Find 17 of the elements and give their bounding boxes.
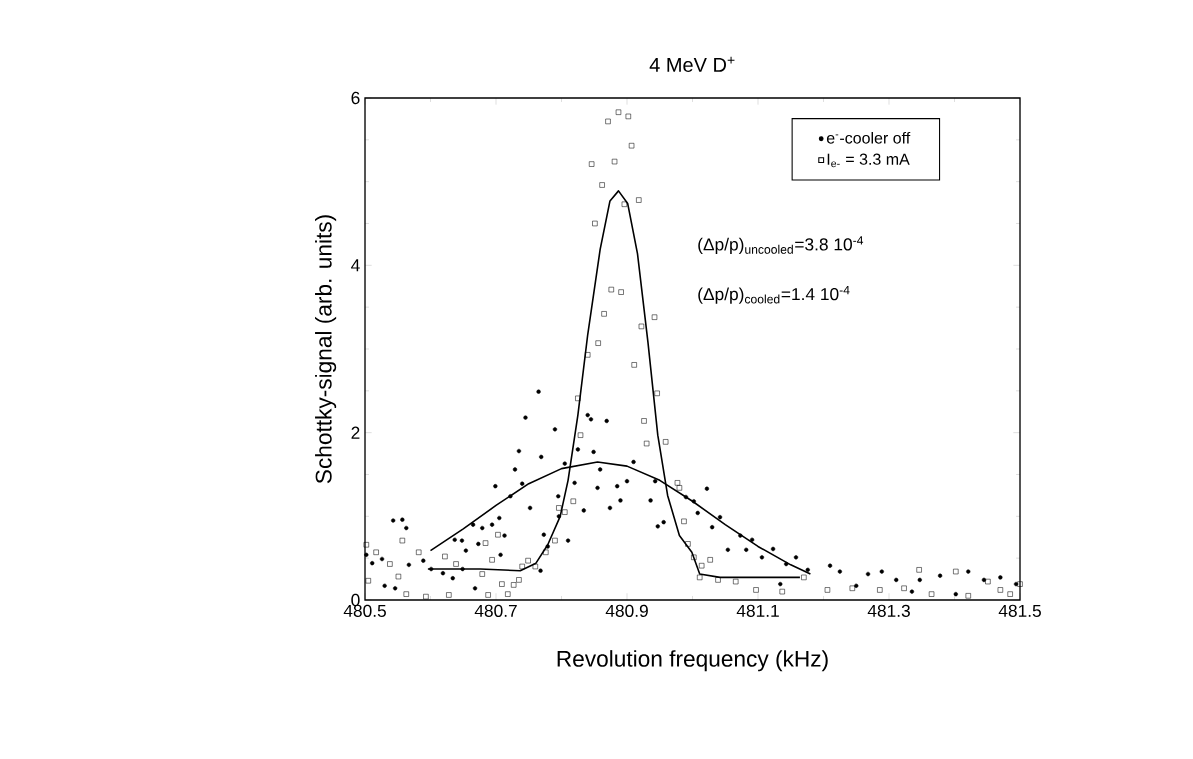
x-tick-label: 481.3 (867, 604, 910, 617)
y-tick-label: 6 (351, 91, 360, 105)
y-tick-label: 0 (351, 593, 360, 607)
chart-title: 4 MeV D$^{+}$ (649, 56, 735, 72)
legend-label: I$_{e-}$ = 3.3 mA (827, 153, 910, 168)
x-tick-label: 480.9 (605, 604, 648, 617)
x-tick-label: 480.7 (474, 604, 517, 617)
annotation: (Δp/p)$_{cooled}$=1.4 10$^{-4}$ (698, 285, 850, 304)
x-tick-label: 481.1 (736, 604, 779, 617)
x-axis-title: Revolution frequency (kHz) (557, 650, 828, 672)
annotation: (Δp/p)$_{uncooled}$=3.8 10$^{-4}$ (698, 236, 864, 254)
legend-label: e$^{-}$-cooler off (826, 131, 911, 144)
y-axis-title: Schottky-signal (arb. units) (315, 215, 337, 484)
y-tick-label: 2 (351, 426, 360, 439)
x-tick-label: 480.5 (343, 604, 386, 617)
x-tick-label: 481.5 (998, 604, 1041, 617)
y-tick-label: 4 (351, 259, 360, 272)
